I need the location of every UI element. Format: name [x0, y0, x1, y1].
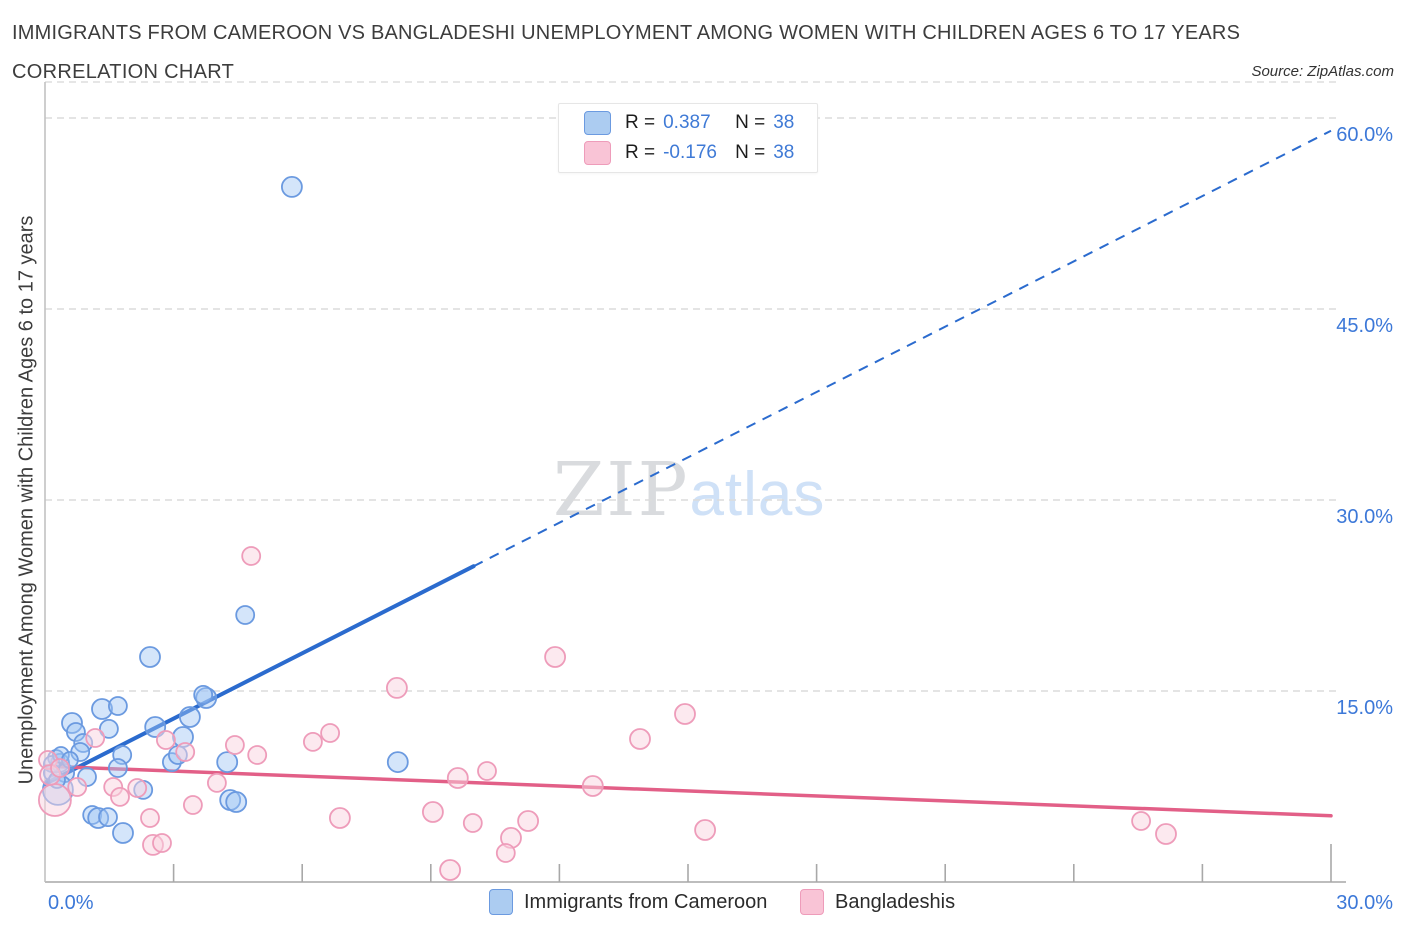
bangladeshi-swatch-icon	[800, 889, 824, 915]
scatter-point-cameroon	[235, 605, 256, 625]
r-label: R =	[625, 142, 656, 163]
y-tick-label: 30.0%	[1336, 506, 1393, 528]
scatter-point-bangladeshi	[140, 808, 160, 828]
legend-item-label: Bangladeshis	[835, 890, 956, 913]
scatter-point-bangladeshi	[544, 646, 566, 668]
n-value-bangladeshi: 38	[773, 142, 795, 163]
scatter-point-bangladeshi	[67, 777, 88, 797]
scatter-point-bangladeshi	[50, 758, 70, 778]
scatter-point-bangladeshi	[206, 773, 227, 793]
scatter-point-bangladeshi	[462, 813, 483, 833]
scatter-point-bangladeshi	[110, 787, 130, 807]
legend-item-bangladeshi: Bangladeshis	[800, 889, 955, 915]
scatter-point-cameroon	[108, 696, 128, 716]
source-link[interactable]: Source: ZipAtlas.com	[1251, 63, 1394, 80]
scatter-point-bangladeshi	[581, 775, 604, 797]
series-legend: Immigrants from Cameroon Bangladeshis	[0, 889, 1406, 919]
scatter-point-bangladeshi	[421, 801, 444, 823]
scatter-point-bangladeshi	[247, 745, 268, 765]
cameroon-swatch-icon	[584, 111, 611, 135]
cameroon-swatch-icon	[489, 889, 513, 915]
page-title: IMMIGRANTS FROM CAMEROON VS BANGLADESHI …	[12, 22, 1241, 44]
scatter-point-cameroon	[99, 719, 119, 739]
n-value-cameroon: 38	[773, 112, 795, 133]
trend-line-extension	[473, 129, 1332, 568]
legend-row-cameroon: R = 0.387 N = 38	[559, 111, 817, 136]
scatter-point-bangladeshi	[1155, 823, 1177, 845]
scatter-point-bangladeshi	[182, 795, 203, 815]
x-axis-min-label: 0.0%	[48, 892, 94, 914]
scatter-point-bangladeshi	[495, 843, 516, 863]
r-value-cameroon: 0.387	[663, 112, 711, 133]
scatter-point-cameroon	[98, 807, 118, 827]
scatter-point-bangladeshi	[85, 728, 106, 748]
scatter-point-bangladeshi	[320, 723, 341, 743]
scatter-point-bangladeshi	[1131, 811, 1151, 831]
trend-line-solid	[43, 764, 1333, 818]
scatter-point-bangladeshi	[224, 735, 245, 755]
legend-row-bangladeshi: R = -0.176 N = 38	[559, 141, 817, 166]
scatter-point-bangladeshi	[674, 703, 696, 725]
scatter-point-bangladeshi	[175, 742, 196, 762]
scatter-point-bangladeshi	[629, 728, 651, 750]
y-tick-label: 15.0%	[1336, 697, 1393, 719]
r-value-bangladeshi: -0.176	[663, 142, 717, 163]
scatter-point-bangladeshi	[439, 859, 462, 881]
legend-item-label: Immigrants from Cameroon	[524, 890, 768, 913]
y-tick-label: 60.0%	[1336, 124, 1393, 146]
scatter-point-bangladeshi	[446, 767, 469, 789]
scatter-point-bangladeshi	[241, 546, 262, 566]
scatter-point-cameroon	[178, 706, 201, 728]
scatter-point-cameroon	[112, 822, 134, 844]
x-axis-max-label: 30.0%	[1336, 892, 1393, 914]
r-label: R =	[625, 112, 656, 133]
bangladeshi-swatch-icon	[584, 141, 611, 165]
scatter-point-cameroon	[216, 751, 239, 773]
n-label: N =	[735, 112, 766, 133]
y-tick-label: 45.0%	[1336, 315, 1393, 337]
legend-item-cameroon: Immigrants from Cameroon	[489, 889, 767, 915]
scatter-point-bangladeshi	[152, 833, 172, 853]
correlation-legend-box: R = 0.387 N = 38 R = -0.176 N = 38	[558, 103, 818, 173]
scatter-point-bangladeshi	[127, 778, 148, 798]
scatter-point-bangladeshi	[477, 761, 497, 781]
scatter-point-bangladeshi	[38, 783, 72, 817]
scatter-point-cameroon	[225, 791, 248, 813]
scatter-point-cameroon	[386, 751, 409, 773]
scatter-point-cameroon	[139, 646, 161, 668]
scatter-point-bangladeshi	[302, 732, 323, 752]
scatter-point-cameroon	[91, 698, 113, 720]
scatter-point-bangladeshi	[694, 819, 716, 841]
page-subtitle: CORRELATION CHART	[12, 61, 235, 83]
scatter-point-bangladeshi	[517, 810, 539, 832]
n-label: N =	[735, 142, 766, 163]
scatter-point-bangladeshi	[155, 730, 176, 750]
scatter-point-cameroon	[66, 722, 86, 742]
scatter-point-cameroon	[193, 685, 214, 705]
scatter-point-bangladeshi	[385, 677, 408, 699]
scatter-point-cameroon	[280, 175, 303, 198]
scatter-point-cameroon	[108, 758, 128, 778]
scatter-point-bangladeshi	[328, 807, 351, 829]
